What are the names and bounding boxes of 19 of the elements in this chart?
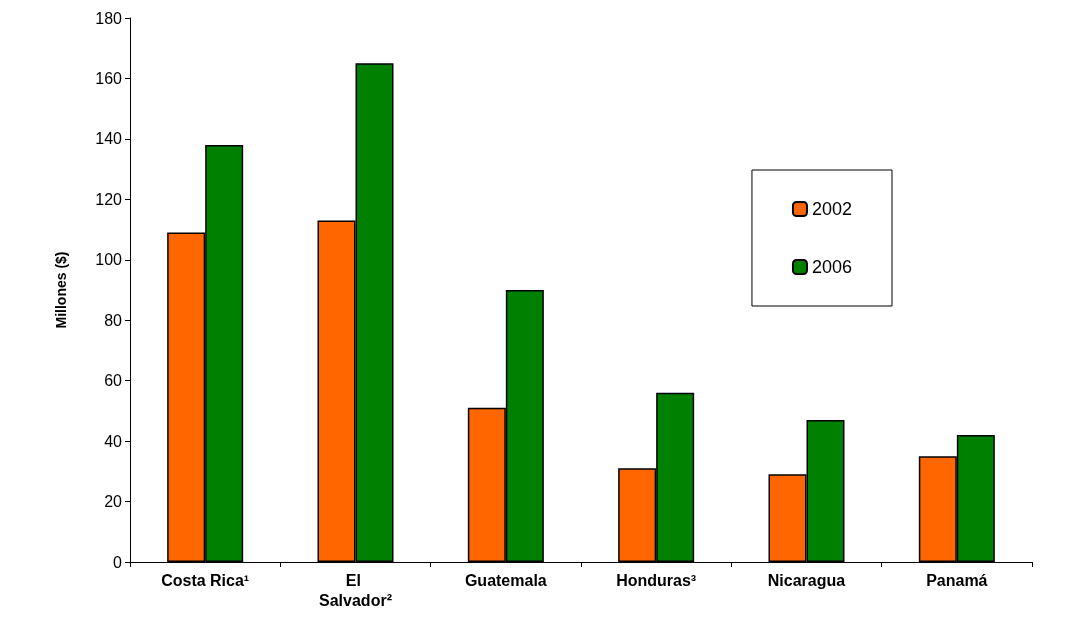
x-tick-label: Panamá bbox=[926, 571, 988, 589]
y-tick-label: 140 bbox=[95, 130, 123, 148]
y-tick-label: 40 bbox=[104, 432, 123, 450]
x-tick-label: El Salvador² bbox=[319, 571, 392, 609]
x-tick-label: Costa Rica¹ bbox=[161, 571, 250, 589]
legend-label: 2006 bbox=[811, 257, 852, 277]
legend-label: 2002 bbox=[811, 199, 852, 219]
y-tick-label: 180 bbox=[95, 9, 123, 27]
y-axis-title: Millones ($) bbox=[53, 251, 69, 329]
y-tick-label: 20 bbox=[104, 493, 123, 511]
x-tick-label: Honduras³ bbox=[616, 571, 697, 589]
x-tick-label: Guatemala bbox=[464, 571, 547, 589]
y-tick-label: 100 bbox=[95, 251, 123, 269]
y-tick-label: 60 bbox=[104, 372, 123, 390]
y-tick-label: 120 bbox=[95, 190, 123, 208]
y-tick-label: 0 bbox=[113, 553, 123, 571]
y-tick-label: 160 bbox=[95, 69, 123, 87]
x-tick-label: Nicaragua bbox=[767, 571, 846, 589]
y-tick-label: 80 bbox=[104, 311, 123, 329]
